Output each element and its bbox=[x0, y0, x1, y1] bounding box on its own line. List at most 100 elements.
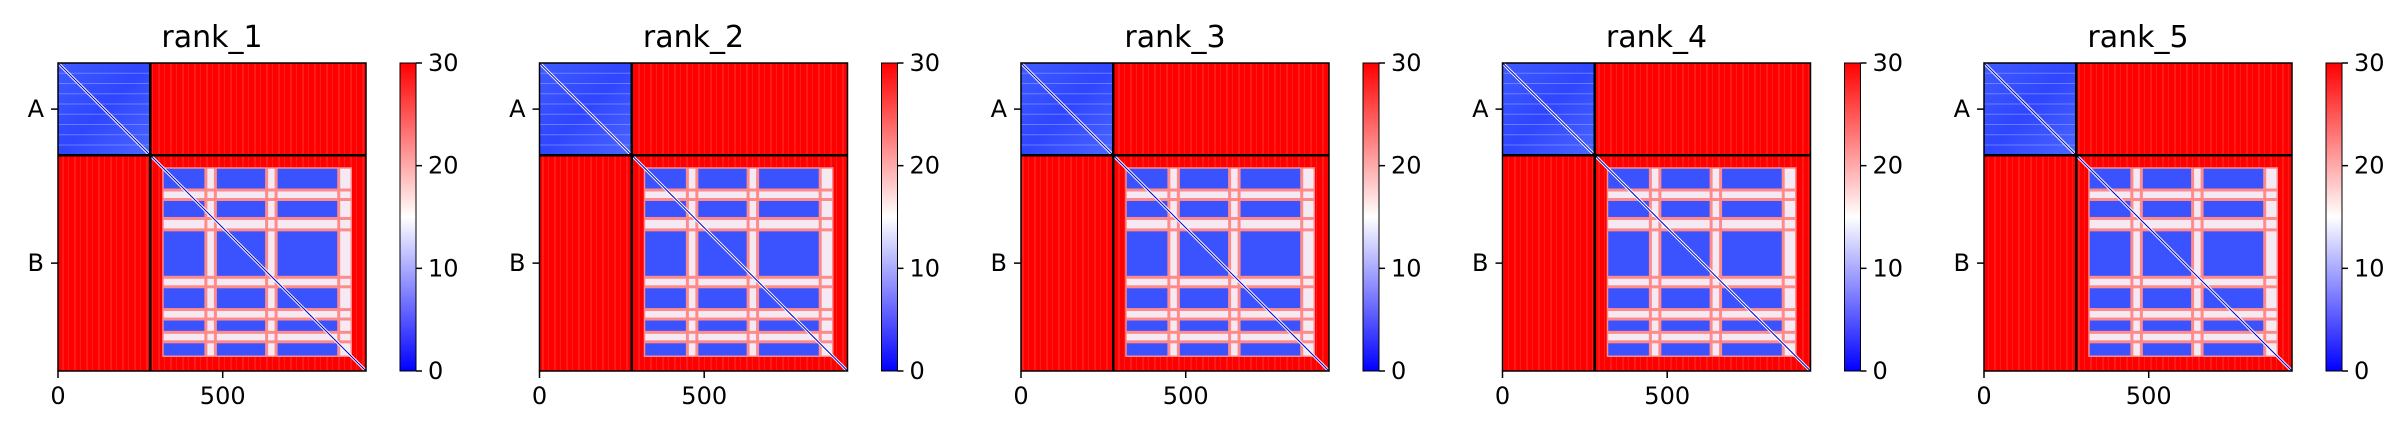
heatmap-block-B-cell bbox=[277, 278, 338, 286]
heatmap-block-B-cell bbox=[163, 200, 205, 217]
heatmap-block-B-cell bbox=[277, 320, 338, 331]
heatmap-block-B-cell bbox=[2266, 200, 2277, 217]
heatmap-block-B-cell bbox=[2266, 288, 2277, 309]
x-tick-label: 0 bbox=[1495, 382, 1510, 410]
y-tick-label: A bbox=[509, 95, 526, 123]
heatmap-block-B-cell bbox=[340, 219, 351, 229]
heatmap-block-B-cell bbox=[1231, 231, 1238, 276]
panel-title: rank_4 bbox=[1606, 20, 1707, 55]
heatmap-block-B-cell bbox=[1179, 278, 1229, 286]
heatmap-block-B-cell bbox=[1126, 168, 1168, 189]
heatmap-block-B-cell bbox=[1170, 288, 1177, 309]
heatmap-block-B-cell bbox=[207, 231, 214, 276]
heatmap-block-B-cell bbox=[1179, 191, 1229, 198]
heatmap-block-B-cell bbox=[1303, 200, 1314, 217]
heatmap-block-B-cell bbox=[698, 311, 747, 318]
colorbar-tick-label: 10 bbox=[910, 254, 941, 282]
heatmap-block-B-cell bbox=[1651, 191, 1659, 198]
colorbar-tick-label: 0 bbox=[2354, 357, 2369, 385]
heatmap-panel-5: rank_5 0 500 A B 0 10 20 30 bbox=[1954, 20, 2385, 410]
x-tick-label: 0 bbox=[1976, 382, 1991, 410]
heatmap-block-B-cell bbox=[1126, 343, 1168, 356]
y-tick-label: B bbox=[509, 249, 525, 277]
heatmap-block-B-cell bbox=[1722, 191, 1782, 198]
heatmap-block-B-cell bbox=[340, 278, 351, 286]
heatmap-block-B-cell bbox=[1608, 333, 1649, 341]
heatmap-block-B-cell bbox=[749, 343, 757, 356]
heatmap-block-B-cell bbox=[749, 219, 757, 229]
colorbar-tick-label: 20 bbox=[2354, 152, 2385, 180]
heatmap-panel-1: rank_1 0 500 A B 0 10 20 30 bbox=[28, 20, 459, 410]
heatmap-block-B-cell bbox=[749, 311, 757, 318]
heatmap-block-B-cell bbox=[1303, 278, 1314, 286]
heatmap-block-B-cell bbox=[2203, 333, 2264, 341]
heatmap-block-B-cell bbox=[163, 333, 205, 341]
plot-frame bbox=[57, 62, 367, 372]
y-tick-label: A bbox=[28, 95, 45, 123]
heatmap-diagonal-core bbox=[539, 62, 848, 372]
heatmap-block-B-cell bbox=[207, 200, 214, 217]
heatmap-block-B-cell bbox=[1608, 191, 1649, 198]
heatmap-block-B-cell bbox=[163, 219, 205, 229]
heatmap-block-B-cell bbox=[216, 168, 266, 189]
heatmap-block-B-cell bbox=[759, 168, 819, 189]
heatmap-block-B-cell bbox=[207, 278, 214, 286]
heatmap-block-B-cell bbox=[1784, 219, 1795, 229]
colorbar bbox=[2325, 62, 2343, 372]
heatmap-block-B-cell bbox=[163, 231, 205, 276]
heatmap-block-B-cell bbox=[645, 200, 686, 217]
heatmap-block-B-cell bbox=[688, 168, 696, 189]
plot-frame bbox=[1983, 62, 2293, 372]
heatmap-block-B-cell bbox=[1712, 311, 1720, 318]
heatmap-block-B-cell bbox=[277, 219, 338, 229]
heatmap-block-B-cell bbox=[645, 333, 686, 341]
heatmap-block-B-cell bbox=[2133, 231, 2140, 276]
heatmap-block-B-cell bbox=[163, 320, 205, 331]
heatmap-block-B-cell bbox=[1231, 311, 1238, 318]
heatmap-block-B-cell bbox=[1126, 191, 1168, 198]
heatmap-block-B-cell bbox=[2133, 278, 2140, 286]
heatmap-block-B-cell bbox=[821, 219, 832, 229]
x-tick-label: 500 bbox=[1163, 382, 1209, 410]
heatmap-block-B-cell bbox=[1722, 278, 1782, 286]
colorbar-tick-label: 30 bbox=[910, 49, 941, 77]
heatmap-block-B-cell bbox=[698, 278, 747, 286]
heatmap-block-B-cell bbox=[1608, 200, 1649, 217]
heatmap-block-B-cell bbox=[340, 231, 351, 276]
colorbar bbox=[881, 62, 898, 372]
colorbar-tick-label: 20 bbox=[428, 152, 459, 180]
heatmap-block-B-cell bbox=[2142, 278, 2192, 286]
heatmap-block-B-cell bbox=[1126, 288, 1168, 309]
heatmap-block-B-cell bbox=[821, 231, 832, 276]
colorbar-tick-label: 30 bbox=[2354, 49, 2385, 77]
heatmap-block-B-cell bbox=[1240, 278, 1301, 286]
heatmap-block-B-cell bbox=[1661, 200, 1710, 217]
heatmap-block-B-cell bbox=[1651, 278, 1659, 286]
heatmap-block-B-cell bbox=[688, 219, 696, 229]
plot-frame bbox=[1501, 62, 1812, 372]
heatmap-block-B-cell bbox=[645, 311, 686, 318]
heatmap-block-B-cell bbox=[2142, 191, 2192, 198]
heatmap-block-B-cell bbox=[1240, 168, 1301, 189]
heatmap-block-B-cell bbox=[216, 278, 266, 286]
x-tick-label: 0 bbox=[50, 382, 65, 410]
heatmap-block-B-cell bbox=[698, 343, 747, 356]
heatmap-block-B-cell bbox=[207, 320, 214, 331]
colorbar-tick-label: 30 bbox=[1873, 49, 1904, 77]
heatmap-block-B-cell bbox=[821, 333, 832, 341]
heatmap-block-B-cell bbox=[759, 343, 819, 356]
heatmap-block-B-cell bbox=[277, 200, 338, 217]
heatmap-block-B-cell bbox=[277, 231, 338, 276]
heatmap-block-B-cell bbox=[2203, 278, 2264, 286]
heatmap-block-B-cell bbox=[1303, 191, 1314, 198]
heatmap-block-B-cell bbox=[1303, 231, 1314, 276]
heatmap-block-B-cell bbox=[759, 288, 819, 309]
heatmap-block-B-cell bbox=[1722, 200, 1782, 217]
heatmap-block-B-cell bbox=[1661, 343, 1710, 356]
heatmap-block-B-cell bbox=[698, 333, 747, 341]
colorbar bbox=[1844, 62, 1861, 372]
heatmap-block-B-cell bbox=[1784, 168, 1795, 189]
heatmap-block-B-cell bbox=[2142, 288, 2192, 309]
heatmap-block-B-cell bbox=[1784, 278, 1795, 286]
heatmap-block-B-cell bbox=[1651, 231, 1659, 276]
